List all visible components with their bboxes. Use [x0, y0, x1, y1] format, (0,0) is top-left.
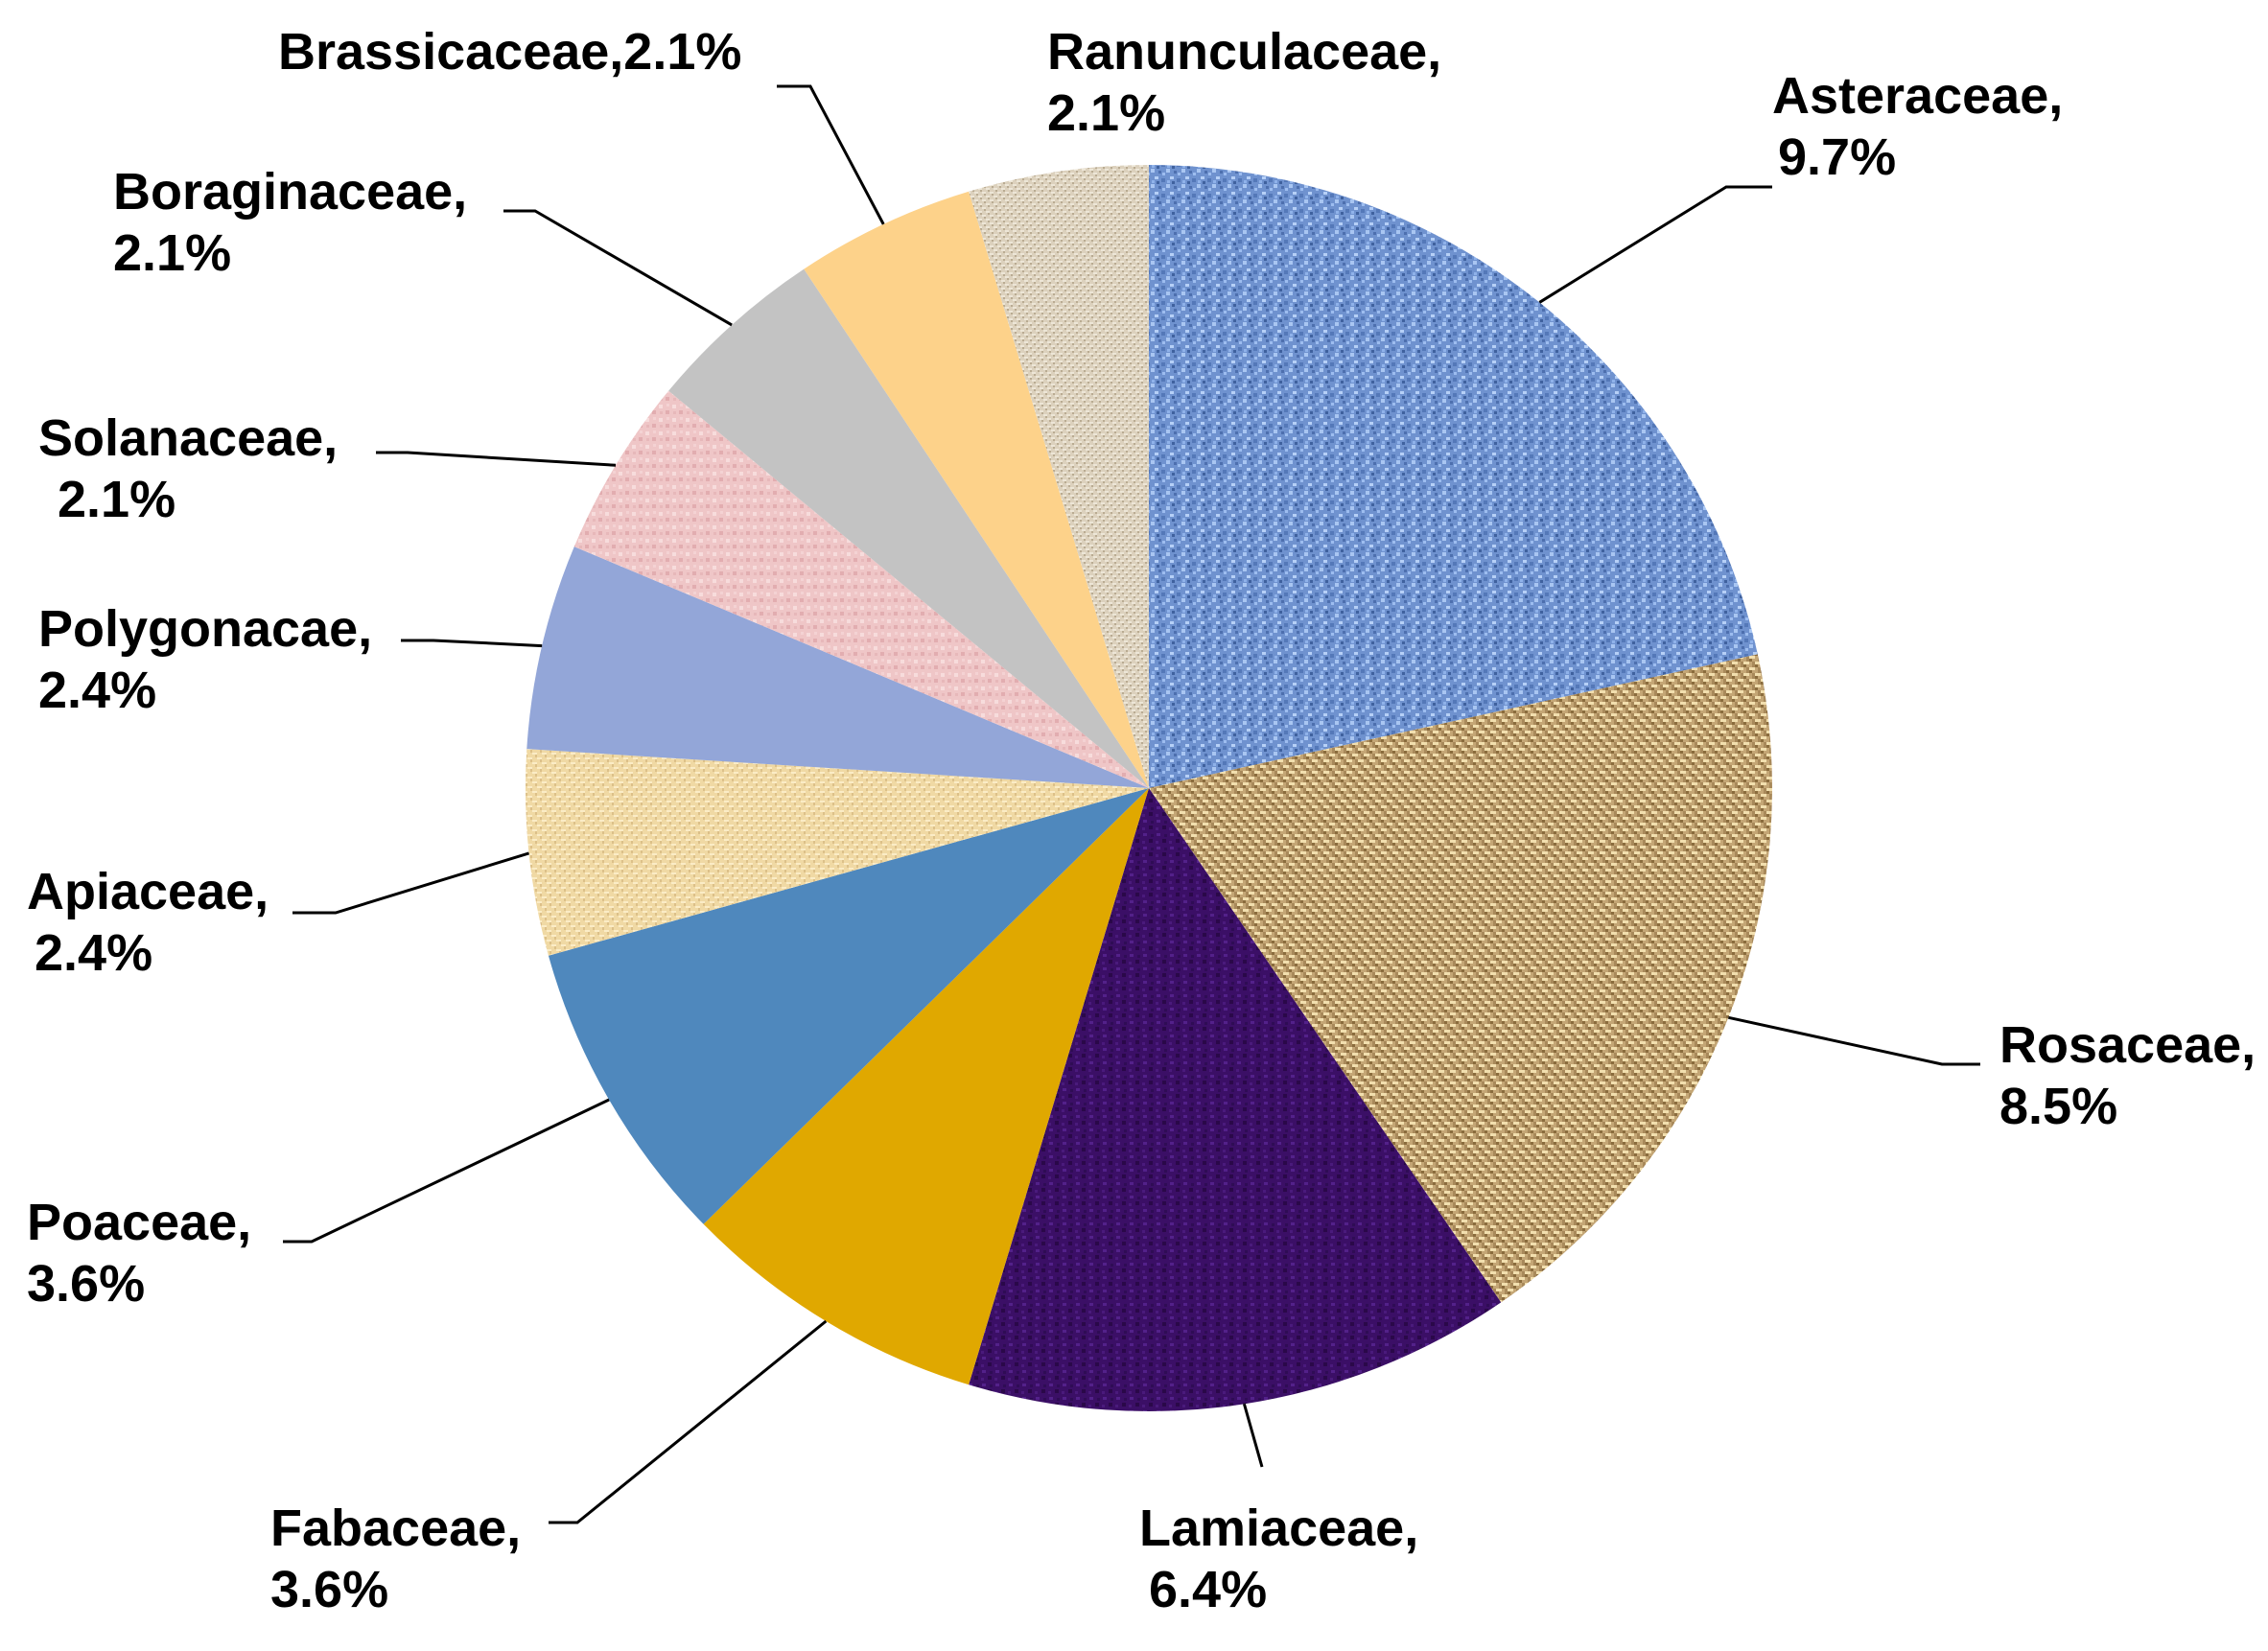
leader-lines [283, 84, 1980, 1524]
leader-line-fabaceae [549, 1319, 828, 1524]
pie-slice-boraginaceae [668, 268, 1149, 788]
slice-label-polygonacae-value: 2.4% [38, 662, 156, 719]
leader-line-apiaceae [292, 851, 530, 915]
slice-label-lamiaceae-value: 6.4% [1149, 1561, 1267, 1618]
pie-slice-asteraceae [1149, 165, 1758, 788]
slice-label-asteraceae-value: 9.7% [1778, 128, 1896, 186]
slice-label-boraginaceae-name: Boraginaceae, [113, 163, 467, 221]
pie-slice-brassicaceae [804, 191, 1149, 789]
leader-line-asteraceae [1538, 185, 1772, 304]
slice-label-boraginaceae-value: 2.1% [113, 224, 231, 282]
slice-label-rosaceae-value: 8.5% [1999, 1078, 2117, 1135]
slice-label-ranunculaceae-name: Ranunculaceae, [1047, 23, 1441, 81]
slice-label-ranunculaceae-value: 2.1% [1047, 84, 1165, 142]
slice-label-fabaceae-name: Fabaceae, [270, 1500, 521, 1557]
pie-slice-fabaceae [703, 788, 1149, 1385]
slice-label-solanaceae-value: 2.1% [58, 471, 175, 528]
pie-slice-poaceae [548, 788, 1149, 1224]
slice-label-poaceae-value: 3.6% [27, 1255, 145, 1313]
slice-label-fabaceae-value: 3.6% [270, 1561, 388, 1618]
slice-label-apiaceae-value: 2.4% [35, 924, 152, 982]
slice-label-asteraceae-name: Asteraceae, [1772, 67, 2063, 125]
slice-label-rosaceae-name: Rosaceae, [1999, 1016, 2256, 1074]
leader-line-polygonacae [401, 639, 543, 648]
leader-line-rosaceae [1728, 1015, 1980, 1066]
pie-slices [526, 165, 1772, 1411]
leader-line-brassicaceae [777, 84, 885, 225]
slice-label-solanaceae-name: Solanaceae, [38, 409, 338, 467]
pie-slice-rosaceae [1149, 654, 1772, 1303]
pie-slice-apiaceae [526, 749, 1149, 956]
slice-labels: Asteraceae,9.7% Rosaceae,8.5% Lamiaceae,6.… [27, 23, 2256, 1618]
slice-label-brassicaceae-name: Brassicaceae,2.1% [278, 23, 741, 81]
leader-line-lamiaceae [1242, 1403, 1264, 1468]
pie-slice-solanaceae [573, 390, 1149, 788]
slice-label-polygonacae-name: Polygonacae, [38, 600, 372, 658]
pie-slice-ranunculaceae [969, 165, 1149, 788]
pie-slice-polygonacae [526, 546, 1149, 788]
leader-line-boraginaceae [503, 209, 733, 327]
pie-slice-lamiaceae [969, 788, 1502, 1411]
slice-label-lamiaceae-name: Lamiaceae, [1139, 1500, 1418, 1557]
slice-label-apiaceae-name: Apiaceae, [27, 863, 269, 920]
leader-line-solanaceae [376, 451, 617, 467]
slice-label-poaceae-name: Poaceae, [27, 1194, 251, 1251]
leader-line-poaceae [283, 1098, 610, 1244]
